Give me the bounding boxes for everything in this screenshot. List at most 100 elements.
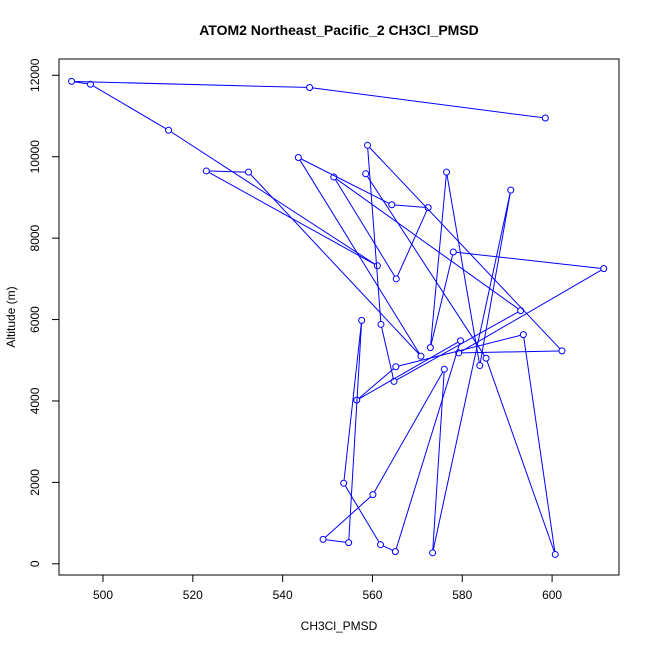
series-segment	[343, 323, 362, 481]
data-point	[449, 248, 457, 256]
y-axis-label: Altitude (m)	[4, 286, 18, 347]
data-point	[358, 316, 366, 324]
data-point	[517, 307, 525, 315]
data-point	[443, 168, 451, 176]
series-segment	[461, 269, 602, 352]
data-point	[377, 541, 385, 549]
data-point	[440, 365, 448, 373]
series-segment	[397, 210, 428, 277]
data-point	[294, 154, 302, 162]
series-segment	[446, 175, 480, 363]
series-segment	[432, 372, 445, 550]
data-point	[476, 362, 484, 370]
series-segment	[344, 485, 380, 543]
series-segment	[369, 147, 561, 350]
data-point	[455, 349, 463, 357]
series-segment	[366, 176, 485, 356]
series-segment	[300, 158, 390, 204]
series-segment	[394, 204, 426, 208]
data-point	[426, 344, 434, 352]
data-point	[202, 167, 210, 175]
data-point	[377, 320, 385, 328]
series-segment	[334, 179, 396, 277]
data-point	[340, 479, 348, 487]
y-tick-label: 4000	[28, 387, 42, 414]
x-tick-label: 500	[93, 588, 113, 602]
y-tick-label: 10000	[28, 140, 42, 174]
series-segment	[209, 170, 246, 173]
data-point	[245, 168, 253, 176]
series-segment	[432, 192, 511, 550]
series-segment	[430, 254, 454, 345]
series-segment	[74, 80, 307, 88]
series-segment	[395, 343, 461, 549]
x-tick-label: 600	[542, 588, 562, 602]
x-tick-label: 520	[183, 588, 203, 602]
data-point	[165, 126, 173, 134]
data-point	[388, 201, 396, 209]
series-segment	[523, 337, 556, 552]
series-segment	[335, 178, 519, 310]
data-point	[319, 535, 327, 543]
data-point	[424, 204, 432, 212]
data-point	[362, 170, 370, 178]
series-segment	[312, 87, 543, 119]
y-tick-label: 8000	[28, 224, 42, 251]
y-tick-label: 6000	[28, 306, 42, 333]
y-tick-label: 12000	[28, 58, 42, 92]
data-point	[68, 77, 76, 85]
y-tick-label: 0	[28, 560, 42, 567]
series-segment	[398, 334, 521, 367]
data-point	[417, 352, 425, 360]
series-segment	[324, 496, 372, 538]
data-point	[519, 331, 527, 339]
series-segment	[250, 174, 420, 355]
plot-frame	[58, 58, 620, 576]
data-point	[373, 262, 381, 270]
data-point	[330, 173, 338, 181]
series-segment	[396, 311, 519, 381]
data-point	[86, 80, 94, 88]
x-axis-label: CH3Cl_PMSD	[301, 619, 378, 633]
series-segment	[358, 368, 394, 399]
series-segment	[456, 251, 601, 269]
series-segment	[479, 192, 511, 363]
chart-title: ATOM2 Northeast_Pacific_2 CH3Cl_PMSD	[199, 22, 479, 38]
y-tick-label: 2000	[28, 469, 42, 496]
data-point	[369, 491, 377, 499]
series-segment	[348, 323, 363, 540]
data-point	[353, 396, 361, 404]
series-segment	[92, 85, 167, 130]
series-layer	[68, 77, 608, 558]
series-segment	[367, 148, 382, 322]
data-point	[551, 550, 559, 558]
data-point	[306, 83, 314, 91]
data-point	[600, 265, 608, 273]
data-point	[482, 354, 490, 362]
x-axis: 500 520 540 560 580 600	[93, 575, 562, 602]
data-point	[391, 548, 399, 556]
x-tick-label: 540	[273, 588, 293, 602]
data-point	[507, 186, 515, 194]
y-axis: 0 2000 4000 6000 8000 10000 12000	[28, 58, 59, 567]
series-segment	[325, 539, 346, 543]
data-point	[429, 549, 437, 557]
data-point	[541, 114, 549, 122]
series-segment	[359, 341, 459, 400]
data-point	[390, 377, 398, 385]
data-point	[364, 141, 372, 149]
series-segment	[383, 545, 393, 551]
data-point	[392, 275, 400, 283]
x-tick-label: 560	[362, 588, 382, 602]
x-tick-label: 580	[452, 588, 472, 602]
data-point	[392, 363, 400, 371]
series-segment	[486, 360, 555, 552]
series-segment	[430, 175, 447, 345]
series-segment	[74, 81, 88, 85]
series-segment	[299, 159, 420, 354]
data-point	[558, 347, 566, 355]
series-segment	[373, 371, 444, 493]
data-point	[456, 337, 464, 345]
data-point	[345, 539, 353, 547]
